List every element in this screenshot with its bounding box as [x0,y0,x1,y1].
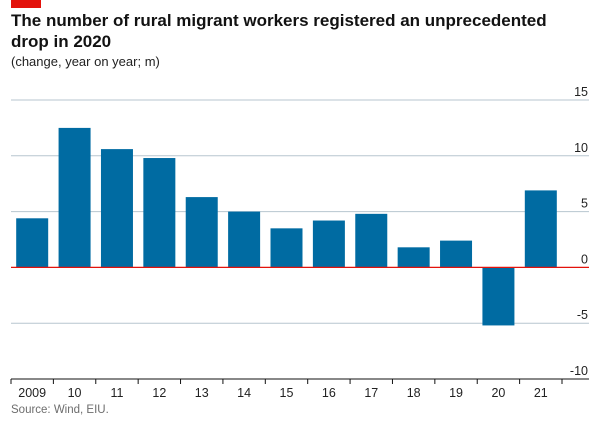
y-tick-label: 0 [581,252,588,266]
x-tick-label: 20 [491,386,505,400]
x-tick-label: 21 [534,386,548,400]
bar [143,158,176,268]
y-tick-label: 15 [574,85,588,99]
bar [228,211,261,268]
bar [185,197,218,268]
y-tick-label: 10 [574,141,588,155]
bar [482,267,515,326]
x-tick-label: 15 [280,386,294,400]
bar [58,127,91,268]
x-tick-label: 13 [195,386,209,400]
chart-subtitle: (change, year on year; m) [11,54,160,69]
x-tick-label: 19 [449,386,463,400]
accent-bar [11,0,41,8]
x-tick-label: 10 [68,386,82,400]
bar [270,228,303,268]
x-tick-label: 14 [237,386,251,400]
x-tick-label: 18 [407,386,421,400]
x-tick-label: 11 [110,386,123,400]
x-axis: 2009 10 11 12 13 14 15 16 17 18 19 20 21 [10,378,589,400]
x-tick-label: 16 [322,386,336,400]
x-tick-label: 12 [152,386,166,400]
y-axis-labels: 15 10 5 0 -5 -10 [570,85,588,378]
bar [524,190,557,268]
bar [312,220,345,268]
bar [355,213,388,268]
bar [397,247,430,268]
y-tick-label: -10 [570,364,588,378]
bars [16,127,557,326]
bar [100,149,133,268]
x-tick-label: 17 [364,386,378,400]
chart-title: The number of rural migrant workers regi… [11,11,547,51]
x-tick-label: 2009 [18,386,46,400]
bar [16,218,49,268]
bar [440,240,473,268]
source-note: Source: Wind, EIU. [11,404,109,416]
y-tick-label: -5 [577,308,588,322]
y-tick-label: 5 [581,197,588,211]
